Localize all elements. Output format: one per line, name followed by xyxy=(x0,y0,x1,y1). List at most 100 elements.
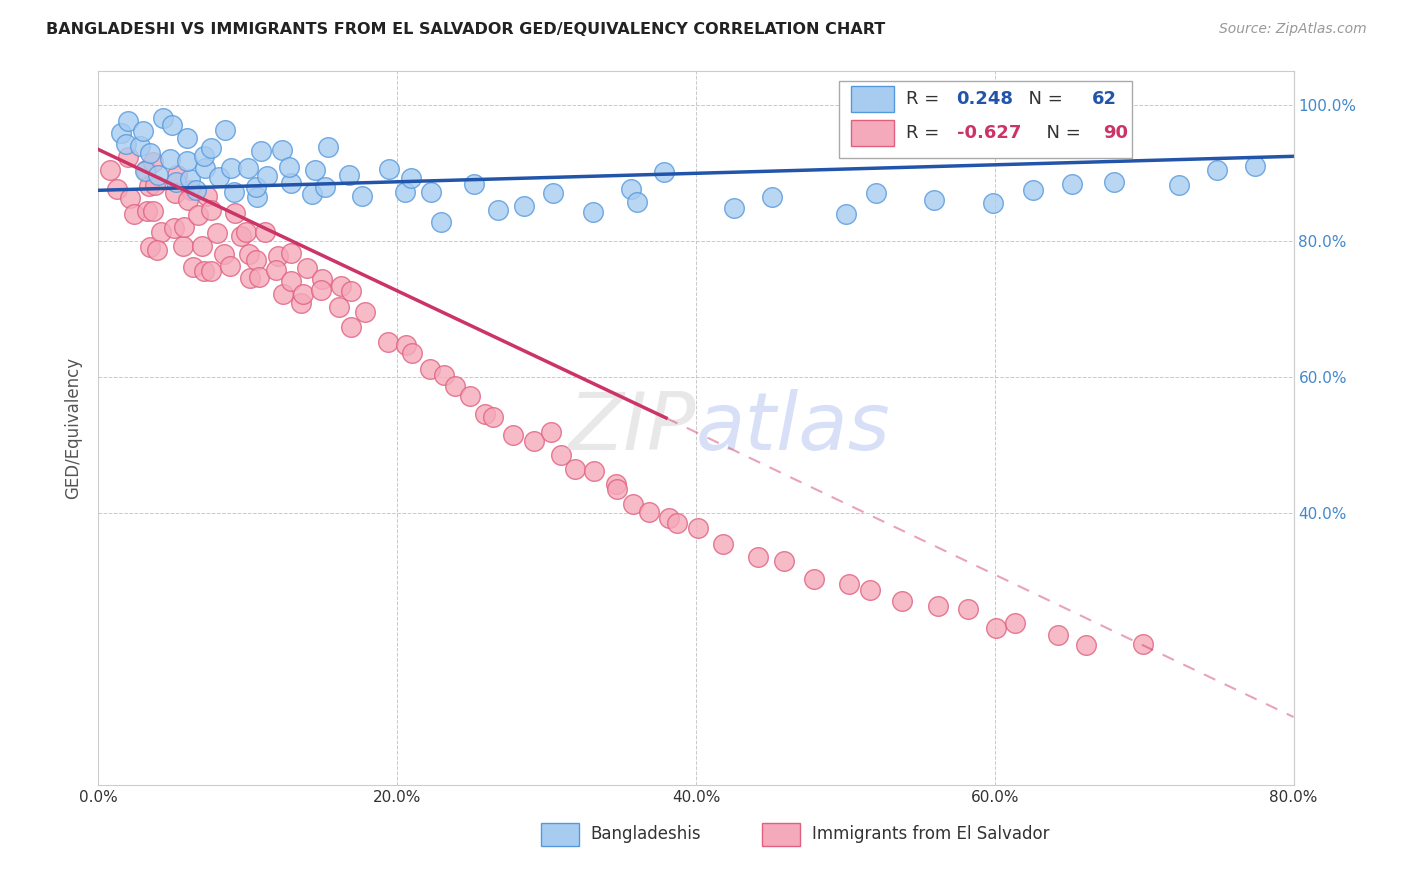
Point xyxy=(1004,615,1026,630)
Point xyxy=(186,183,208,197)
Point xyxy=(250,145,273,159)
Point xyxy=(924,194,946,208)
Point xyxy=(540,425,562,439)
Point xyxy=(865,186,887,200)
Point xyxy=(136,203,159,218)
Point xyxy=(301,187,323,202)
Point xyxy=(163,186,186,200)
Point xyxy=(159,152,181,166)
Point xyxy=(433,368,456,383)
Point xyxy=(139,145,162,160)
Point xyxy=(463,178,485,192)
Point xyxy=(838,576,860,591)
Point xyxy=(200,141,222,155)
Text: atlas: atlas xyxy=(696,389,891,467)
Point xyxy=(253,225,276,239)
Point xyxy=(166,168,188,182)
Point xyxy=(278,160,301,174)
Point xyxy=(486,203,509,218)
Point xyxy=(245,252,267,267)
Point xyxy=(430,215,453,229)
Point xyxy=(246,190,269,204)
Point xyxy=(149,225,172,239)
Point xyxy=(657,511,679,525)
Point xyxy=(378,162,401,177)
Text: Bangladeshis: Bangladeshis xyxy=(591,825,702,843)
Point xyxy=(187,208,209,222)
Point xyxy=(458,389,481,403)
Point xyxy=(120,191,142,205)
Point xyxy=(194,161,217,175)
Point xyxy=(200,203,222,218)
Point xyxy=(162,118,184,132)
Text: Source: ZipAtlas.com: Source: ZipAtlas.com xyxy=(1219,22,1367,37)
Point xyxy=(141,204,163,219)
Text: 0.248: 0.248 xyxy=(956,90,1014,108)
Y-axis label: GED/Equivalency: GED/Equivalency xyxy=(65,357,83,500)
Point xyxy=(304,163,326,178)
Point xyxy=(245,179,267,194)
Point xyxy=(1132,637,1154,651)
FancyBboxPatch shape xyxy=(852,87,894,112)
Point xyxy=(132,124,155,138)
Point xyxy=(292,286,315,301)
Text: Immigrants from El Salvador: Immigrants from El Salvador xyxy=(811,825,1049,843)
Point xyxy=(135,163,157,178)
Point xyxy=(180,183,202,197)
Point xyxy=(927,599,949,614)
Point xyxy=(339,169,361,183)
Point xyxy=(316,140,339,154)
Point xyxy=(1168,178,1191,192)
Point xyxy=(1102,175,1125,189)
Point xyxy=(191,238,214,252)
Point xyxy=(224,206,246,220)
Text: ZIP: ZIP xyxy=(568,389,696,467)
Point xyxy=(179,171,201,186)
Point xyxy=(605,477,627,491)
Point xyxy=(984,621,1007,635)
Point xyxy=(354,305,377,319)
Text: BANGLADESHI VS IMMIGRANTS FROM EL SALVADOR GED/EQUIVALENCY CORRELATION CHART: BANGLADESHI VS IMMIGRANTS FROM EL SALVAD… xyxy=(46,22,886,37)
Point xyxy=(394,185,416,199)
Point xyxy=(666,516,689,530)
Point xyxy=(502,428,524,442)
FancyBboxPatch shape xyxy=(852,120,894,145)
Point xyxy=(238,246,260,260)
Point xyxy=(214,123,236,137)
Point xyxy=(117,150,139,164)
Text: N =: N = xyxy=(1035,124,1087,142)
Text: 90: 90 xyxy=(1104,124,1129,142)
Point xyxy=(183,260,205,275)
Point xyxy=(1022,183,1045,197)
Point xyxy=(231,229,253,244)
Point xyxy=(124,207,146,221)
Point xyxy=(219,161,242,175)
Point xyxy=(146,168,169,182)
Point xyxy=(236,161,259,175)
Point xyxy=(193,264,215,278)
Point xyxy=(173,220,195,235)
Point xyxy=(222,185,245,199)
Point xyxy=(98,163,121,178)
Point xyxy=(419,185,441,199)
Point xyxy=(890,594,912,608)
Point xyxy=(193,149,215,163)
Point xyxy=(401,346,423,360)
Point xyxy=(172,239,194,253)
Point xyxy=(280,246,302,260)
Point xyxy=(395,338,418,352)
Point xyxy=(311,272,333,286)
Point xyxy=(550,448,572,462)
Point xyxy=(638,505,661,519)
Point xyxy=(482,409,505,424)
Point xyxy=(835,207,858,221)
Point xyxy=(208,169,231,184)
Point xyxy=(290,296,312,310)
Point xyxy=(117,114,139,128)
Point xyxy=(311,283,333,297)
Point xyxy=(139,240,162,254)
Point xyxy=(957,601,980,615)
Point xyxy=(983,195,1005,210)
Point xyxy=(626,195,648,210)
Point xyxy=(1206,162,1229,177)
